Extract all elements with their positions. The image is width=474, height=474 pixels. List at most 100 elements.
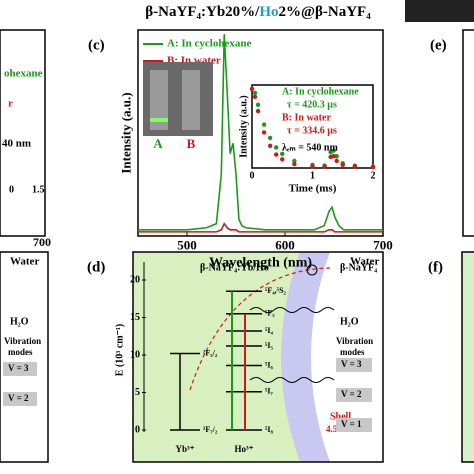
level-label: ²F₇/₂ (203, 425, 218, 434)
panel-label: (e) (430, 37, 447, 53)
title-part: Ho (259, 4, 278, 20)
title-part: 2%@β-NaYF₄ (279, 4, 372, 20)
vib-left: modes (8, 347, 33, 357)
v-box (3, 362, 37, 376)
diagram-text: β-NaYF₄:Yb/Ho (200, 262, 269, 273)
photo-label: A (153, 136, 163, 151)
point (280, 157, 285, 162)
line (138, 222, 383, 233)
point (255, 102, 261, 107)
plot-frame (251, 84, 374, 169)
v-left: V = 2 (8, 393, 29, 403)
y-label: Intensity (a.u.) (238, 95, 249, 158)
glow (150, 118, 168, 122)
h2o-left: H₂O (10, 316, 29, 327)
v-box (336, 418, 372, 432)
y-tick-label: 5 (135, 387, 140, 398)
line (138, 34, 383, 231)
level-label: ⁵F₄,⁵S₂ (265, 286, 287, 295)
shell-region (281, 252, 330, 462)
vibration-wave (249, 377, 335, 383)
level-label: ⁵F₅ (265, 309, 275, 318)
point (261, 130, 267, 135)
point (274, 145, 279, 150)
y-tick-label: 15 (130, 312, 140, 323)
y-label: E (10³ cm⁻¹) (114, 324, 125, 376)
point (340, 162, 345, 168)
v-label: V = 1 (341, 419, 362, 429)
level-label: ²F₅/₂ (203, 348, 218, 357)
v-box (336, 358, 372, 372)
legend-a-left: ohexane (4, 68, 43, 80)
point (267, 143, 273, 149)
diagram-text: Vibration (336, 336, 373, 346)
point (322, 164, 327, 169)
panel-title: β-NaYF₄:Yb20%/Ho2%@β-NaYF₄ (145, 4, 371, 20)
inset-legend: A: In cyclohexane (282, 86, 359, 97)
diagram-text: Shell (330, 411, 351, 422)
vib-left: Vibration (4, 336, 41, 346)
legend-b-left: r (8, 98, 13, 110)
point (267, 135, 273, 141)
panel-label: (d) (87, 259, 105, 275)
frame-left (0, 29, 46, 237)
frame-left-bottom (0, 251, 49, 463)
block-icon (306, 264, 318, 276)
point (280, 151, 285, 156)
point (292, 158, 297, 164)
point (255, 108, 261, 114)
point (252, 94, 258, 100)
y-label: Intensity (a.u.) (119, 92, 134, 173)
point (292, 161, 297, 167)
x-tick-label: 1 (310, 170, 315, 181)
x-tick-label: 500 (177, 237, 197, 252)
tick-left: 700 (33, 235, 51, 249)
v-label: V = 3 (341, 359, 362, 369)
diagram-text: Water (350, 256, 379, 268)
x-label: Wavelength (nm) (209, 256, 312, 271)
point (331, 153, 336, 159)
y-tick-label: 20 (130, 274, 140, 285)
v-box (3, 392, 37, 406)
frame-d (132, 251, 384, 463)
level-label: ⁵I₆ (265, 360, 274, 369)
water-left: Water (10, 256, 39, 268)
ion-label: Yb³⁺ (176, 444, 195, 454)
inset-annotation: τ = 334.6 μs (287, 125, 337, 136)
panel-label: (f) (428, 259, 443, 275)
v-label: V = 2 (341, 389, 362, 399)
x-tick-label: 700 (373, 237, 393, 252)
level-label: ⁵I₄ (265, 326, 274, 335)
y-tick-label: 10 (130, 349, 140, 360)
level-label: ⁵I₈ (265, 425, 274, 434)
inset-legend: B: In water (282, 112, 331, 123)
panel-label: (c) (88, 37, 105, 53)
point (310, 164, 315, 169)
x-tick-label: 0 (250, 170, 255, 181)
vibration-wave (249, 307, 335, 313)
ion-label: Ho³⁺ (235, 444, 254, 454)
v-box (336, 388, 372, 402)
diagram-text: H₂O (340, 316, 359, 327)
point (370, 165, 376, 170)
em-left: 40 nm (2, 138, 31, 150)
frame-f (461, 251, 474, 463)
inset-annotation: λₑₘ = 540 nm (282, 142, 338, 153)
diagram-text: modes (340, 347, 365, 357)
tick-left: 0 (9, 184, 14, 195)
inset-annotation: τ = 420.3 μs (287, 99, 337, 110)
legend-label: A: In cyclohexane (167, 38, 251, 50)
frame-e (462, 29, 474, 237)
title-bar-e (405, 0, 474, 22)
level-label: ⁵I₅ (265, 341, 274, 350)
tick-left: 1.5 (32, 184, 45, 195)
point (331, 148, 336, 153)
photo-label: B (187, 136, 196, 151)
point (274, 152, 279, 157)
y-tick-label: 0 (135, 424, 140, 435)
energy-transfer (189, 267, 331, 391)
x-label: Time (ms) (289, 183, 337, 195)
diagram-text: β-NaYF₄ (340, 262, 377, 273)
point (334, 158, 339, 164)
